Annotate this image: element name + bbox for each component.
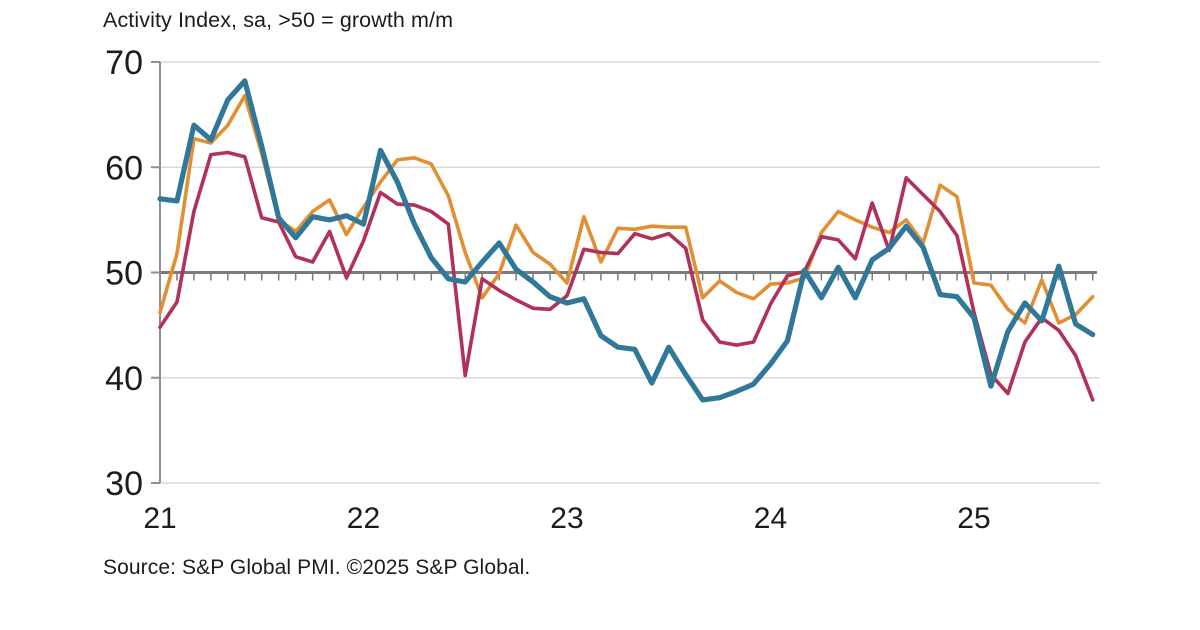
x-tick-label-25: 25	[957, 502, 990, 535]
y-tick-label-70: 70	[105, 44, 143, 82]
y-tick-label-30: 30	[105, 465, 143, 503]
x-tick-label-22: 22	[347, 502, 380, 535]
x-tick-label-23: 23	[550, 502, 583, 535]
crimson-series-line	[158, 150, 1095, 402]
chart-title: Activity Index, sa, >50 = growth m/m	[103, 8, 454, 32]
y-tick-label-60: 60	[105, 149, 143, 187]
y-tick-label-50: 50	[105, 255, 143, 293]
source-note: Source: S&P Global PMI. ©2025 S&P Global…	[103, 556, 531, 579]
teal-series-line	[157, 78, 1096, 403]
x-tick-label-21: 21	[143, 502, 176, 535]
y-tick-label-40: 40	[105, 360, 143, 398]
x-tick-label-24: 24	[754, 502, 787, 535]
orange-series-line	[158, 93, 1095, 325]
